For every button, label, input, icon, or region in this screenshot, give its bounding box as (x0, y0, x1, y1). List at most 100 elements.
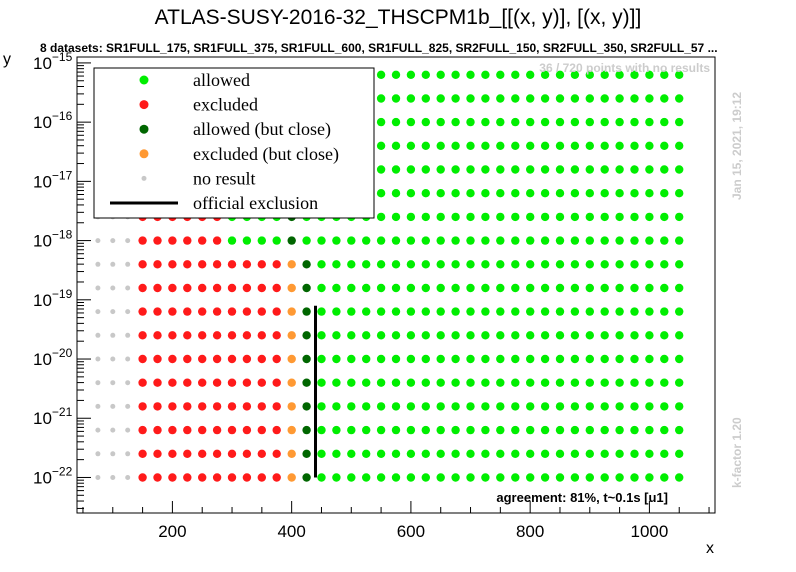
point-excluded (138, 331, 147, 340)
point-allowed (600, 260, 609, 269)
point-excluded (153, 449, 162, 458)
point-allowed (332, 260, 341, 269)
point-allowed (347, 283, 356, 293)
point-allowed (436, 117, 445, 127)
point-allowed (526, 307, 535, 316)
point-allowed (645, 307, 654, 316)
point-allowed (526, 189, 535, 198)
point-allowed (347, 236, 356, 245)
point-allowed (555, 260, 565, 269)
point-allowed (570, 236, 580, 245)
point-allowed (481, 189, 490, 198)
point-no-result (125, 261, 131, 267)
point-allowed-close (287, 236, 296, 245)
point-no-result (110, 380, 116, 386)
point-allowed (675, 473, 684, 482)
y-tick-label: 10−19 (33, 287, 73, 310)
point-excluded (168, 331, 177, 340)
point-allowed (645, 117, 654, 127)
point-allowed (660, 117, 669, 127)
point-allowed (660, 236, 669, 245)
point-allowed (675, 283, 684, 293)
point-allowed (630, 473, 639, 482)
point-allowed (660, 402, 669, 411)
point-allowed (406, 141, 416, 150)
point-allowed (362, 307, 371, 316)
point-allowed (466, 212, 475, 222)
point-excluded (198, 236, 207, 245)
point-allowed (511, 354, 520, 364)
y-tick-label: 10−17 (33, 168, 73, 191)
point-allowed (466, 70, 475, 80)
point-allowed (600, 331, 609, 340)
point-allowed (436, 260, 445, 269)
point-allowed (376, 141, 386, 150)
point-excluded (212, 283, 222, 293)
point-allowed (317, 283, 326, 293)
point-no-result (110, 332, 116, 338)
y-tick-label: 10−20 (33, 346, 73, 369)
point-allowed (570, 165, 580, 174)
point-allowed (406, 260, 416, 269)
chart-title: ATLAS-SUSY-2016-32_THSCPM1b_[[(x, y)], [… (155, 6, 642, 29)
point-allowed (615, 473, 624, 482)
point-allowed (466, 236, 475, 245)
point-allowed (376, 307, 386, 316)
point-allowed (645, 283, 654, 293)
point-allowed (615, 70, 624, 80)
point-excluded-close (287, 283, 296, 293)
point-allowed (332, 473, 341, 482)
point-allowed (645, 331, 654, 340)
point-no-result (95, 356, 101, 362)
point-excluded (242, 449, 252, 458)
point-no-result (95, 451, 101, 457)
point-allowed (511, 307, 520, 316)
point-excluded (212, 307, 222, 316)
legend-box (93, 67, 375, 219)
point-allowed (317, 331, 326, 340)
points-info-label: 36 / 720 points with no results (539, 61, 710, 75)
point-no-result (110, 475, 116, 480)
point-allowed (570, 331, 580, 340)
point-allowed (496, 354, 505, 364)
point-allowed (615, 425, 624, 435)
point-no-result (95, 261, 101, 267)
y-tick-exponent: −19 (52, 287, 73, 301)
point-allowed (675, 212, 684, 222)
point-allowed (391, 307, 401, 316)
point-allowed (466, 307, 475, 316)
point-allowed (570, 307, 580, 316)
point-allowed (511, 70, 520, 80)
point-allowed (555, 70, 565, 80)
point-allowed (466, 165, 475, 174)
point-allowed (376, 212, 386, 222)
point-allowed (451, 402, 460, 411)
point-allowed (421, 260, 430, 269)
point-allowed (406, 212, 416, 222)
point-allowed (451, 354, 460, 364)
point-allowed (511, 165, 520, 174)
point-excluded-close (287, 307, 296, 316)
point-allowed (451, 425, 460, 435)
point-allowed (436, 331, 445, 340)
legend-label: official exclusion (193, 193, 318, 213)
point-allowed (630, 236, 639, 245)
point-allowed (406, 473, 416, 482)
y-tick-exponent: −22 (52, 464, 73, 478)
point-allowed (645, 236, 654, 245)
y-tick-exponent: −16 (52, 109, 73, 123)
point-excluded-close (287, 449, 296, 458)
point-excluded (227, 402, 237, 411)
point-excluded (198, 260, 207, 269)
point-no-result (125, 403, 131, 409)
x-tick-label: 600 (397, 522, 425, 541)
point-allowed (660, 473, 669, 482)
point-allowed (511, 141, 520, 150)
point-allowed (362, 331, 371, 340)
point-allowed (540, 117, 550, 127)
point-allowed (436, 70, 445, 80)
point-allowed (555, 283, 565, 293)
point-no-result (95, 403, 101, 409)
point-allowed (496, 236, 505, 245)
point-excluded (242, 283, 252, 293)
